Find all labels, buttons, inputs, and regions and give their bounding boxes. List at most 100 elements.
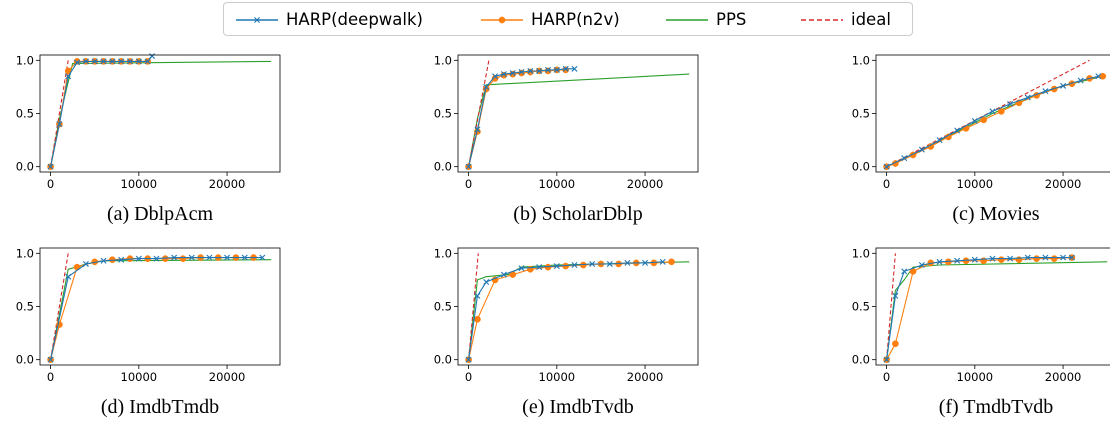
x-tick-label: 10000	[121, 370, 158, 384]
axes-frame	[457, 54, 699, 173]
series-line-ideal	[50, 253, 69, 360]
data-point-harp-deepwalk	[1007, 100, 1014, 107]
data-point-harp-deepwalk	[1042, 88, 1049, 95]
data-point-harp-n2v	[491, 75, 499, 82]
data-point-harp-n2v	[474, 315, 481, 323]
data-point-harp-deepwalk	[65, 273, 72, 280]
data-point-harp-deepwalk	[589, 260, 596, 267]
series-line-harp-n2v	[50, 257, 254, 360]
data-point-harp-deepwalk	[47, 356, 54, 363]
legend-swatch	[481, 16, 523, 24]
series-line-pps	[50, 259, 272, 360]
data-point-harp-n2v	[1050, 255, 1058, 262]
data-point-harp-deepwalk	[901, 155, 908, 162]
data-point-harp-n2v	[997, 256, 1005, 264]
data-point-harp-n2v	[179, 255, 187, 262]
data-point-harp-deepwalk	[483, 279, 490, 286]
data-point-harp-deepwalk	[135, 58, 142, 65]
data-point-harp-deepwalk	[1068, 254, 1075, 261]
data-point-harp-n2v	[562, 66, 569, 74]
series-line-pps	[468, 73, 690, 167]
data-point-harp-n2v	[997, 108, 1005, 115]
x-tick-label: 10000	[539, 177, 576, 191]
data-point-harp-deepwalk	[989, 255, 996, 262]
panel-caption: (a) DblpAcm	[107, 203, 214, 225]
chart-panel: 0 10000 20000 0.0 0.5 1.0 (b) ScholarDblp	[434, 53, 699, 225]
series-line-ideal	[468, 253, 479, 360]
data-point-harp-deepwalk	[144, 58, 151, 65]
data-point-harp-deepwalk	[536, 264, 543, 271]
legend-swatch	[801, 19, 843, 21]
data-point-harp-deepwalk	[47, 163, 54, 170]
y-tick-label: 0.5	[16, 300, 34, 314]
series-line-ideal	[886, 59, 1090, 168]
axes-frame	[875, 54, 1110, 173]
x-tick-label: 20000	[1045, 370, 1082, 384]
data-point-harp-deepwalk	[918, 262, 925, 269]
data-point-harp-deepwalk	[188, 254, 195, 261]
data-point-harp-deepwalk	[118, 58, 125, 65]
data-point-harp-deepwalk	[954, 257, 961, 264]
data-point-harp-deepwalk	[241, 254, 248, 261]
y-tick-label: 1.0	[16, 53, 34, 67]
data-point-harp-deepwalk	[500, 271, 507, 278]
data-point-harp-deepwalk	[74, 59, 81, 66]
y-tick-label: 0.5	[434, 300, 452, 314]
x-tick-label: 0	[465, 370, 472, 384]
legend-swatch	[236, 17, 278, 23]
data-point-harp-deepwalk	[989, 108, 996, 115]
y-tick-label: 1.0	[852, 246, 870, 260]
axes-frame	[39, 54, 281, 173]
data-point-harp-deepwalk	[1024, 94, 1031, 101]
data-point-harp-n2v	[73, 58, 81, 65]
data-point-harp-deepwalk	[553, 66, 560, 73]
data-point-harp-deepwalk	[91, 58, 98, 65]
x-tick-label: 0	[47, 177, 54, 191]
data-point-harp-deepwalk	[571, 65, 578, 72]
y-tick-label: 1.0	[434, 246, 452, 260]
data-point-harp-deepwalk	[883, 163, 890, 170]
data-point-harp-deepwalk	[135, 255, 142, 262]
plot-area	[47, 253, 272, 364]
series-line-harp-deepwalk	[468, 261, 663, 360]
plot-area	[465, 253, 690, 364]
y-tick-label: 0.5	[434, 107, 452, 121]
y-tick-label: 0.0	[852, 160, 870, 174]
x-tick-label: 0	[465, 177, 472, 191]
panel-caption: (b) ScholarDblp	[513, 203, 642, 225]
data-point-harp-deepwalk	[918, 146, 925, 153]
data-point-harp-n2v	[544, 67, 552, 75]
panel-caption: (c) Movies	[952, 203, 1039, 225]
data-point-harp-deepwalk	[936, 137, 943, 144]
series-line-pps	[468, 261, 690, 360]
data-point-harp-deepwalk	[100, 58, 107, 65]
data-point-harp-deepwalk	[971, 117, 978, 124]
legend-swatch	[666, 19, 708, 21]
series-line-pps	[886, 75, 1103, 168]
y-tick-label: 0.0	[434, 160, 452, 174]
data-point-harp-deepwalk	[553, 263, 560, 270]
series-line-harp-n2v	[50, 60, 148, 167]
data-point-harp-deepwalk	[259, 254, 266, 261]
data-point-harp-deepwalk	[465, 163, 472, 170]
data-point-harp-n2v	[1033, 255, 1040, 262]
data-point-harp-deepwalk	[1042, 254, 1049, 261]
data-point-harp-deepwalk	[500, 71, 507, 78]
data-point-harp-deepwalk	[474, 292, 481, 299]
data-point-harp-deepwalk	[118, 256, 125, 263]
data-point-harp-n2v	[509, 70, 517, 78]
chart-panel: 0 10000 20000 0.0 0.5 1.0 (f) TmdbTvdb	[852, 246, 1110, 418]
data-point-harp-deepwalk	[562, 65, 569, 72]
x-tick-label: 20000	[1045, 177, 1082, 191]
data-point-harp-n2v	[527, 68, 534, 76]
chart-panel: 0 10000 20000 0.0 0.5 1.0 (a) DblpAcm	[16, 53, 281, 225]
data-point-harp-deepwalk	[82, 260, 89, 267]
series-line-harp-deepwalk	[50, 257, 263, 360]
data-point-harp-deepwalk	[971, 256, 978, 263]
x-tick-label: 20000	[209, 370, 246, 384]
data-point-harp-deepwalk	[127, 58, 133, 65]
legend-label: HARP(n2v)	[531, 10, 620, 29]
data-point-harp-deepwalk	[1060, 254, 1067, 261]
panel-caption: (e) ImdbTvdb	[522, 396, 634, 418]
data-point-harp-deepwalk	[109, 58, 116, 65]
